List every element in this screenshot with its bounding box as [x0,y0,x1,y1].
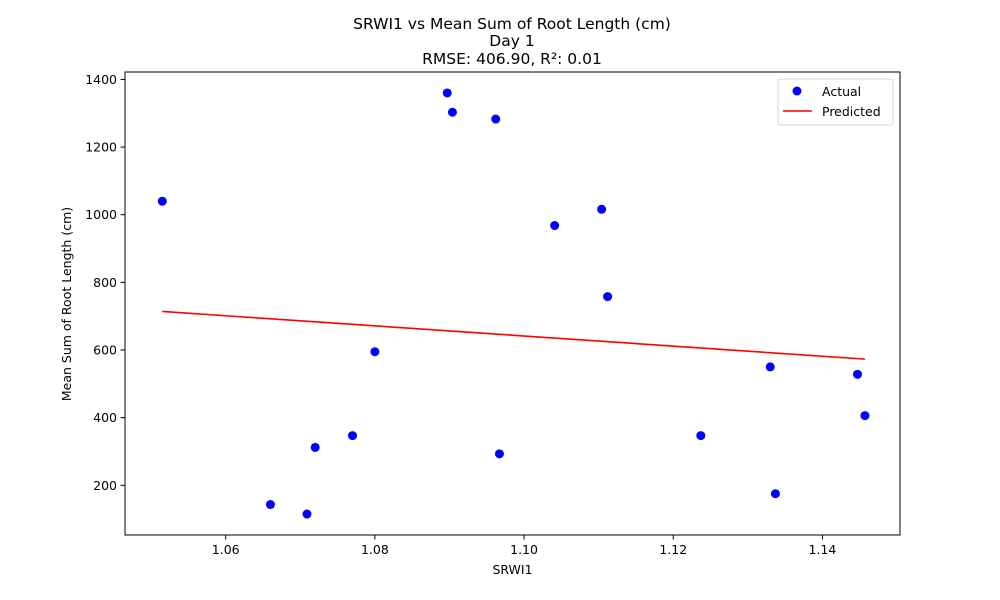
actual-data-point [370,347,380,357]
y-tick-label: 800 [93,275,117,290]
actual-data-point [494,449,504,459]
plot-area [124,71,901,536]
chart-title-line-1: SRWI1 vs Mean Sum of Root Length (cm) [353,15,671,33]
chart-title-line-2: Day 1 [489,32,534,50]
actual-data-point [447,107,457,117]
actual-data-point [310,442,320,452]
chart-title-line-3: RMSE: 406.90, R²: 0.01 [422,50,602,68]
x-axis-label: SRWI1 [492,562,532,577]
actual-data-point [348,431,358,441]
y-tick-label: 1000 [85,207,117,222]
actual-data-point [860,411,870,421]
actual-data-point [265,500,275,510]
y-axis-ticks: 200 400 600 800 1000 1200 1400 [85,72,125,493]
actual-data-point [603,292,613,302]
x-tick-label: 1.14 [809,542,837,557]
actual-data-point [302,509,312,519]
y-tick-label: 200 [93,478,117,493]
actual-data-point [597,204,607,214]
x-tick-label: 1.08 [361,542,389,557]
actual-data-point [765,362,775,372]
actual-data-point [442,88,452,98]
legend-frame [777,78,894,126]
legend-marker-actual [792,86,802,96]
y-tick-label: 400 [93,410,117,425]
plot-frame [124,71,901,536]
y-tick-label: 1200 [85,140,117,155]
actual-data-point [157,196,167,206]
x-tick-label: 1.12 [659,542,687,557]
legend-label-predicted: Predicted [822,104,881,119]
actual-data-point [491,114,501,124]
actual-data-point [770,489,780,499]
x-axis-ticks: 1.06 1.08 1.10 1.12 1.14 [212,535,837,557]
legend-label-actual: Actual [822,84,861,99]
data-marks [157,88,870,519]
x-tick-label: 1.10 [510,542,538,557]
x-tick-label: 1.06 [212,542,240,557]
actual-data-point [696,431,706,441]
actual-data-point [550,221,560,231]
y-axis-label: Mean Sum of Root Length (cm) [59,207,74,401]
y-tick-label: 1400 [85,72,117,87]
legend: Actual Predicted [777,78,894,126]
actual-data-point [852,369,862,379]
predicted-line [162,310,865,360]
y-tick-label: 600 [93,343,117,358]
